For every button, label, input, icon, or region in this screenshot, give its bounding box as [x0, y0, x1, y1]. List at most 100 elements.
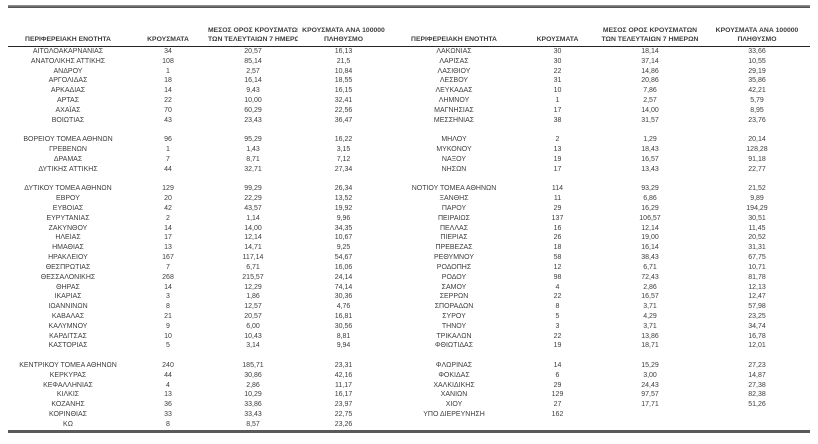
cases-cell: 30: [553, 57, 562, 65]
per100k-cell: 23,76: [748, 116, 766, 124]
region-cell: ΜΑΓΝΗΣΙΑΣ: [434, 106, 474, 114]
region-cell: ΚΑΛΥΜΝΟΥ: [48, 322, 88, 330]
cases-cell: 10: [164, 332, 172, 340]
cases-cell: 43: [164, 116, 172, 124]
avg7-cell: [596, 351, 704, 361]
per100k-cell: 22,56: [334, 106, 353, 114]
per100k-cell: 5,79: [750, 97, 764, 105]
per100k-cell: 14,87: [748, 371, 766, 379]
region-cell: [8, 351, 128, 361]
region-cell: ΔΥΤΙΚΗΣ ΑΤΤΙΚΗΣ: [38, 165, 98, 173]
region-cell: ΚΩ: [63, 420, 73, 428]
table-row: ΑΡΚΑΔΙΑΣ 14 9,43 16,15 ΛΕΥΚΑΔΑΣ 10 7,86 42,21: [8, 86, 810, 96]
column-header-label: ΚΡΟΥΣΜΑΤΑ: [147, 35, 189, 43]
region-cell: ΦΛΩΡΙΝΑΣ: [435, 362, 473, 369]
table-row: ΙΚΑΡΙΑΣ 3 1,86 30,36 ΣΕΡΡΩΝ 22 16,57 12,47: [8, 292, 810, 302]
region-cell: ΧΑΝΙΩΝ: [440, 391, 468, 399]
cases-cell: 3: [166, 293, 170, 301]
avg7-cell: 37,14: [641, 57, 659, 65]
table-header: ΠΕΡΙΦΕΡΕΙΑΚΗ ΕΝΟΤΗΤΑ ΚΡΟΥΣΜΑΤΑ ΜΕΣΟΣ ΟΡΟΣ …: [8, 8, 810, 47]
table-row: ΕΥΡΥΤΑΝΙΑΣ 2 1,14 9,96 ΠΕΙΡΑΙΩΣ 137 106,57 30,5…: [8, 214, 810, 224]
cases-cell: 17: [553, 106, 562, 114]
regional-cases-table: ΠΕΡΙΦΕΡΕΙΑΚΗ ΕΝΟΤΗΤΑ ΚΡΟΥΣΜΑΤΑ ΜΕΣΟΣ ΟΡΟΣ …: [8, 5, 810, 433]
column-header-label: ΚΡΟΥΣΜΑΤΑ ΑΝΑ 100000: [715, 27, 799, 35]
per100k-cell: 18,55: [334, 77, 353, 85]
cases-cell: [519, 351, 596, 361]
table-row: ΚΕΡΚΥΡΑΣ 44 30,86 42,16 ΦΟΚΙΔΑΣ 6 3,00 14,87: [8, 371, 810, 381]
per100k-cell: 81,78: [748, 273, 766, 281]
per100k-cell: 30,56: [334, 322, 353, 330]
region-cell: ΕΒΡΟΥ: [56, 195, 80, 203]
cases-cell: 108: [162, 57, 174, 65]
cases-cell: 13: [164, 391, 172, 399]
region-cell: ΛΑΚΩΝΙΑΣ: [436, 48, 472, 55]
table-row: ΕΥΒΟΙΑΣ 42 43,57 19,92 ΠΑΡΟΥ 29 16,29 194,29: [8, 204, 810, 214]
table-row: ΚΟΡΙΝΘΙΑΣ 33 33,43 22,75 ΥΠΟ ΔΙΕΡΕΥΝΗΣΗ 162: [8, 410, 810, 420]
per100k-cell: 22,77: [748, 165, 766, 173]
avg7-cell: 6,86: [643, 195, 657, 203]
region-cell: ΠΙΕΡΙΑΣ: [440, 234, 468, 242]
per100k-cell: 82,38: [748, 391, 766, 399]
avg7-cell: 17,71: [641, 401, 659, 409]
region-cell: ΖΑΚΥΝΘΟΥ: [48, 224, 88, 232]
cases-cell: 1: [166, 146, 170, 154]
avg7-cell: [208, 126, 298, 136]
per100k-cell: 35,86: [748, 77, 766, 85]
cases-cell: [519, 126, 596, 136]
per100k-cell: 34,35: [334, 224, 353, 232]
avg7-cell: 24,43: [641, 381, 659, 389]
per100k-cell: [298, 126, 389, 136]
avg7-cell: 1,86: [246, 293, 260, 301]
region-cell: ΚΙΛΚΙΣ: [56, 391, 80, 399]
region-cell: ΘΕΣΣΑΛΟΝΙΚΗΣ: [40, 273, 96, 281]
cases-cell: 22: [553, 293, 562, 301]
avg7-cell: 185,71: [242, 362, 264, 369]
avg7-cell: 31,57: [641, 116, 659, 124]
column-header-label: ΠΕΡΙΦΕΡΕΙΑΚΗ ΕΝΟΤΗΤΑ: [411, 35, 497, 43]
cases-cell: 22: [553, 67, 562, 75]
region-cell: [389, 175, 519, 185]
avg7-cell: 20,86: [641, 77, 659, 85]
column-header-label: ΜΕΣΟΣ ΟΡΟΣ ΚΡΟΥΣΜΑΤΩΝ: [602, 27, 698, 35]
avg7-cell: 14,71: [244, 244, 262, 252]
per100k-cell: [704, 351, 810, 361]
per100k-cell: 30,51: [748, 214, 766, 222]
per100k-cell: 4,76: [336, 303, 351, 311]
per100k-cell: 36,47: [334, 116, 353, 124]
cases-cell: 17: [164, 234, 172, 242]
per100k-cell: 16,22: [334, 136, 353, 144]
region-cell: ΡΟΔΟΥ: [441, 273, 467, 281]
table-body: ΑΙΤΩΛΟΑΚΑΡΝΑΝΙΑΣ 34 20,57 16,13 ΛΑΚΩΝΙΑΣ 30 18…: [8, 47, 810, 432]
cases-cell: 7: [166, 263, 170, 271]
cases-cell: 29: [553, 381, 562, 389]
per100k-cell: 27,38: [748, 381, 766, 389]
avg7-cell: 12,14: [244, 234, 262, 242]
region-cell: ΛΑΡΙΣΑΣ: [439, 57, 469, 65]
cases-cell: 167: [162, 254, 174, 262]
avg7-cell: 2,86: [246, 381, 260, 389]
per100k-cell: 194,29: [746, 205, 768, 212]
region-cell: ΑΝΔΡΟΥ: [53, 67, 83, 75]
cases-cell: 1: [166, 67, 170, 75]
avg7-cell: 8,71: [246, 155, 260, 163]
region-cell: ΝΟΤΙΟΥ ΤΟΜΕΑ ΑΘΗΝΩΝ: [411, 185, 497, 193]
per100k-cell: 24,14: [334, 273, 353, 281]
per100k-cell: 10,84: [334, 67, 353, 75]
avg7-cell: 60,29: [244, 106, 262, 114]
region-cell: ΚΑΣΤΟΡΙΑΣ: [48, 342, 88, 350]
avg7-cell: 1,14: [246, 214, 260, 222]
region-cell: ΚΕΝΤΡΙΚΟΥ ΤΟΜΕΑ ΑΘΗΝΩΝ: [19, 362, 117, 369]
region-cell: ΣΑΜΟΥ: [441, 283, 467, 291]
table-row: ΚΑΛΥΜΝΟΥ 9 6,00 30,56 ΤΗΝΟΥ 3 3,71 34,74: [8, 322, 810, 332]
cases-cell: [128, 175, 208, 185]
region-cell: ΔΡΑΜΑΣ: [53, 155, 83, 163]
avg7-cell: 2,57: [246, 67, 260, 75]
avg7-cell: 72,43: [641, 273, 659, 281]
region-cell: ΘΕΣΠΡΩΤΙΑΣ: [45, 263, 91, 271]
per100k-cell: 42,21: [748, 87, 766, 95]
cases-cell: [519, 420, 596, 431]
avg7-cell: 22,29: [244, 195, 262, 203]
region-cell: ΦΘΙΩΤΙΔΑΣ: [434, 342, 474, 350]
per100k-cell: 9,25: [336, 244, 351, 252]
column-header-region-left: ΠΕΡΙΦΕΡΕΙΑΚΗ ΕΝΟΤΗΤΑ: [8, 8, 128, 47]
